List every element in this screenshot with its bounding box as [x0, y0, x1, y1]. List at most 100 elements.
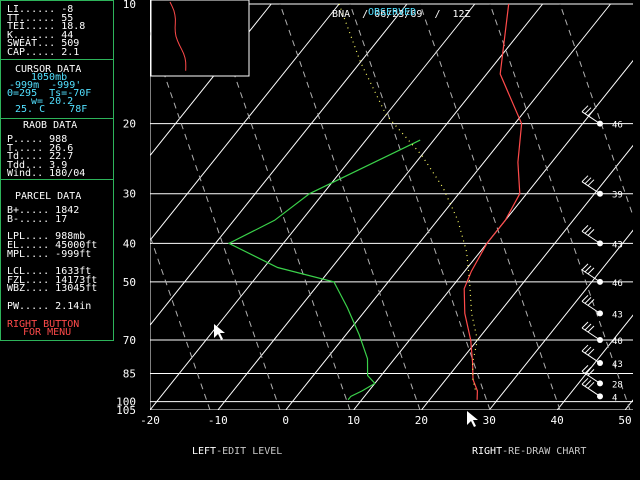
- wind-speed-label: 43: [612, 240, 623, 250]
- dry-adiabat-line: [150, 234, 211, 410]
- index-row: TT...... 55: [7, 12, 74, 24]
- wind-barb-flag: [581, 295, 589, 302]
- index-row-value: 44: [61, 29, 74, 41]
- pressure-tick-label: 100: [116, 396, 136, 409]
- wind-barb-flag: [584, 323, 592, 331]
- wind-barb-flag: [584, 227, 592, 234]
- parcel-row-label: B+.....: [7, 205, 56, 216]
- isotherm-line: [150, 3, 340, 242]
- parcel-row-label: WBZ....: [7, 283, 56, 295]
- wind-barb-flag: [581, 377, 589, 385]
- raob-row-label: T.....: [7, 142, 50, 154]
- wind-speed-label: 46: [612, 279, 623, 289]
- chart-grid: [150, 0, 633, 410]
- wind-barb-flag: [587, 267, 595, 275]
- raob-row: Tdd... 3.9: [7, 159, 68, 171]
- parcel-row-value: 1633ft: [55, 265, 92, 277]
- menu-hint-line1: RIGHT BUTTON: [7, 319, 80, 330]
- wind-barb-flag: [584, 107, 592, 115]
- cursor-mixing-ratio: w= 20.2: [31, 96, 74, 107]
- index-row-label: SWEAT...: [7, 38, 62, 49]
- parcel-row: LCL.... 1633ft: [7, 265, 92, 277]
- parcel-title: PARCEL DATA: [15, 191, 82, 202]
- parcel-row: LPL.... 988mb: [7, 232, 85, 242]
- wind-speed-label: 28: [612, 380, 623, 390]
- wind-barb-flag: [587, 348, 595, 356]
- temperature-tick-label: 0: [282, 414, 289, 427]
- wind-speed-label: 40: [612, 337, 623, 347]
- isotherm-line: [624, 399, 633, 410]
- raob-row-value: 3.9: [49, 159, 68, 171]
- raob-title: RAOB DATA: [23, 120, 78, 131]
- temperature-tick-label: 50: [618, 414, 631, 427]
- isotherm-line: [488, 229, 633, 410]
- isotherm-line: [285, 3, 611, 410]
- sounding-time: 12Z: [452, 9, 471, 20]
- dry-adiabat-line: [489, 3, 631, 410]
- wind-barb-staff: [581, 383, 601, 397]
- index-row: LI...... -8: [7, 5, 73, 15]
- raob-row-label: Tdd...: [7, 159, 50, 171]
- temperature-tick-label: -10: [208, 414, 228, 427]
- parcel-row-label: PW.....: [7, 300, 56, 312]
- wind-barb-flag: [587, 325, 595, 333]
- isotherm-line: [150, 3, 408, 326]
- index-row-label: K.......: [7, 29, 62, 41]
- wind-barb-flag: [581, 225, 589, 232]
- temperature-tick-label: 40: [551, 414, 564, 427]
- index-row: K....... 44: [7, 29, 74, 41]
- pressure-tick-label: 50: [123, 276, 136, 289]
- parcel-row: MPL.... -999ft: [7, 248, 92, 260]
- raob-row-value: 180/04: [49, 168, 86, 179]
- wind-barb-flag: [581, 105, 589, 113]
- wind-barb-flag: [584, 297, 592, 304]
- wind-barb-flag: [581, 321, 589, 329]
- wind-barb-staff: [581, 300, 601, 314]
- raob-row-value: 22.7: [49, 151, 74, 162]
- dry-adiabat-line: [279, 3, 421, 410]
- wind-barb-flag: [584, 265, 592, 273]
- raob-row: P..... 988: [7, 135, 67, 145]
- inset-trace: [169, 1, 187, 71]
- wind-speed-label: 43: [612, 310, 623, 320]
- dewpoint-profile: [227, 139, 421, 401]
- parcel-row-value: 988mb: [55, 231, 86, 243]
- temperature-tick-label: 30: [483, 414, 496, 427]
- index-row-value: -8: [61, 4, 74, 15]
- index-row: TEI..... 18.8: [7, 22, 85, 32]
- parcel-row: WBZ.... 13045ft: [7, 284, 97, 294]
- wind-barb-flag: [587, 179, 595, 187]
- wind-barb-staff: [581, 181, 601, 195]
- chart-curves: [227, 3, 523, 401]
- parcel-row-value: -999ft: [55, 248, 92, 260]
- sounding-date: 06/23/69: [374, 9, 423, 20]
- mouse-cursor-icon: [467, 411, 478, 427]
- index-row-value: 509: [61, 38, 80, 49]
- dry-adiabat-line: [419, 3, 561, 410]
- index-row-value: 2.1: [61, 46, 80, 58]
- left-click-hint: LEFT-EDIT LEVEL: [192, 446, 283, 457]
- parcel-row-label: LCL....: [7, 265, 56, 277]
- parcel-row: PW..... 2.14in: [7, 300, 91, 312]
- wind-barb-staff: [581, 230, 601, 244]
- dry-adiabat-line: [559, 3, 633, 218]
- pressure-tick-label: 85: [123, 368, 136, 381]
- index-row-value: 55: [61, 12, 74, 24]
- index-row-value: 18.8: [61, 21, 86, 32]
- temperature-tick-label: -20: [140, 414, 160, 427]
- parcel-row-label: LPL....: [7, 231, 56, 243]
- chart-header: BNA / 06/23/69 / 12Z: [332, 9, 471, 20]
- pressure-tick-label: 20: [123, 118, 136, 131]
- cursor-title: CURSOR DATA: [15, 64, 82, 75]
- isotherm-line: [556, 314, 633, 410]
- wind-barb-flag: [581, 344, 589, 352]
- parcel-row-value: 1842: [55, 205, 80, 216]
- parcel-row-label: B-.....: [7, 213, 56, 225]
- parcel-row-value: 45000ft: [55, 239, 98, 251]
- cursor-data-panel: CURSOR DATA 1050mb -999m -999' Θ=295 Ts=…: [0, 59, 114, 119]
- cursor-height: -999m -999': [9, 80, 82, 91]
- wind-barb-flag: [587, 369, 595, 376]
- menu-hint-line2: FOR MENU: [23, 327, 72, 338]
